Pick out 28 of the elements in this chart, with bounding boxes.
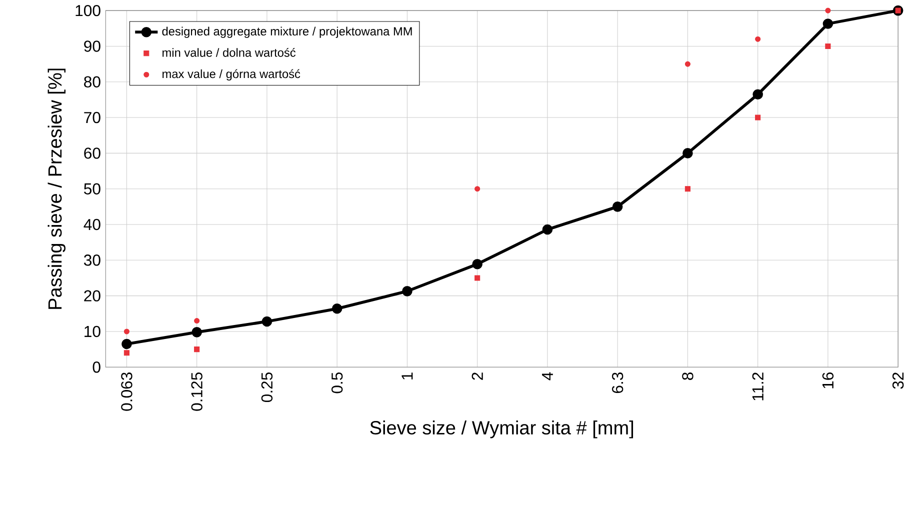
legend-label: max value / górna wartość [162, 69, 300, 80]
y-tick-label: 10 [84, 326, 100, 337]
y-axis-title: Passing sieve / Przesiew [%] [48, 68, 66, 309]
x-tick-label: 11.2 [752, 372, 764, 400]
legend-label: min value / dolna wartość [162, 48, 296, 57]
x-tick-label: 4 [542, 372, 553, 380]
x-tick-label: 6.3 [612, 372, 624, 393]
y-tick-label: 70 [84, 112, 100, 123]
y-tick-label: 80 [84, 76, 100, 88]
x-tick-label: 8 [682, 372, 694, 380]
x-tick-label: 2 [472, 372, 483, 380]
x-axis-title: Sieve size / Wymiar sita # [mm] [370, 420, 634, 438]
x-tick-label: 16 [822, 372, 834, 388]
y-tick-label: 100 [76, 4, 100, 16]
y-tick-label: 40 [84, 218, 100, 230]
y-tick-label: 30 [84, 254, 100, 266]
x-tick-label: 0.25 [261, 372, 273, 402]
x-tick-label: 32 [892, 372, 904, 389]
y-tick-label: 20 [84, 290, 100, 302]
x-tick-label: 0.125 [191, 372, 202, 411]
y-tick-label: 90 [84, 40, 100, 52]
y-tick-label: 60 [84, 147, 100, 159]
legend-label: designed aggregate mixture / projektowana MM [162, 26, 412, 38]
y-tick-label: 0 [92, 361, 100, 373]
x-tick-label: 0.063 [121, 372, 132, 411]
x-tick-label: 0.5 [331, 372, 343, 393]
x-tick-label: 1 [402, 372, 413, 380]
y-tick-label: 50 [84, 183, 100, 194]
